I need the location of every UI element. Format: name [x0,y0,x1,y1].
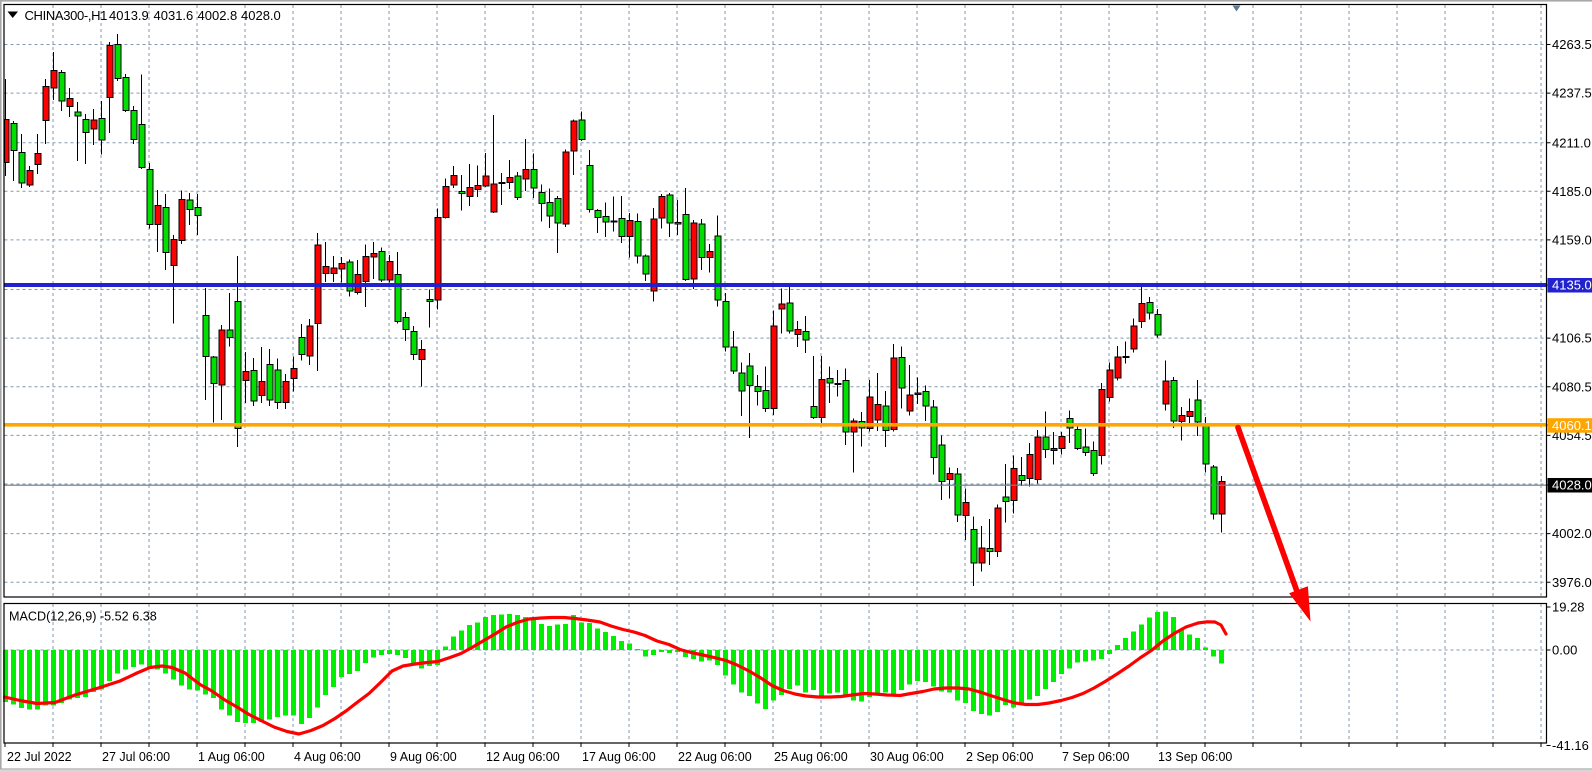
svg-text:27 Jul 06:00: 27 Jul 06:00 [102,750,170,764]
svg-text:CHINA300-,H1: CHINA300-,H1 [25,8,108,23]
svg-text:MACD(12,26,9) -5.52 6.38: MACD(12,26,9) -5.52 6.38 [9,609,157,623]
svg-text:4 Aug 06:00: 4 Aug 06:00 [294,750,361,764]
svg-text:3976.0: 3976.0 [1552,575,1592,590]
svg-text:4002.8: 4002.8 [198,8,238,23]
svg-text:1 Aug 06:00: 1 Aug 06:00 [198,750,265,764]
svg-text:9 Aug 06:00: 9 Aug 06:00 [390,750,457,764]
svg-text:4080.5: 4080.5 [1552,379,1592,394]
svg-text:-41.16: -41.16 [1552,738,1589,753]
svg-text:30 Aug 06:00: 30 Aug 06:00 [870,750,944,764]
svg-text:4135.0: 4135.0 [1552,278,1592,293]
svg-text:2 Sep 06:00: 2 Sep 06:00 [966,750,1033,764]
svg-text:22 Aug 06:00: 22 Aug 06:00 [678,750,752,764]
svg-text:4159.0: 4159.0 [1552,233,1592,248]
svg-text:4028.0: 4028.0 [241,8,281,23]
svg-text:25 Aug 06:00: 25 Aug 06:00 [774,750,848,764]
svg-text:4028.0: 4028.0 [1552,478,1592,493]
svg-text:4031.6: 4031.6 [154,8,194,23]
svg-text:4002.0: 4002.0 [1552,526,1592,541]
svg-text:4013.9: 4013.9 [109,8,149,23]
svg-text:4263.5: 4263.5 [1552,37,1592,52]
svg-text:19.28: 19.28 [1552,600,1585,615]
svg-text:0.00: 0.00 [1552,643,1577,658]
svg-text:4060.1: 4060.1 [1552,418,1592,433]
svg-text:13 Sep 06:00: 13 Sep 06:00 [1158,750,1232,764]
svg-text:22 Jul 2022: 22 Jul 2022 [7,750,72,764]
svg-text:4237.5: 4237.5 [1552,86,1592,101]
svg-text:4185.0: 4185.0 [1552,184,1592,199]
svg-text:4106.5: 4106.5 [1552,331,1592,346]
svg-text:7 Sep 06:00: 7 Sep 06:00 [1062,750,1129,764]
svg-text:12 Aug 06:00: 12 Aug 06:00 [486,750,560,764]
svg-text:4211.0: 4211.0 [1552,135,1591,150]
svg-text:17 Aug 06:00: 17 Aug 06:00 [582,750,656,764]
